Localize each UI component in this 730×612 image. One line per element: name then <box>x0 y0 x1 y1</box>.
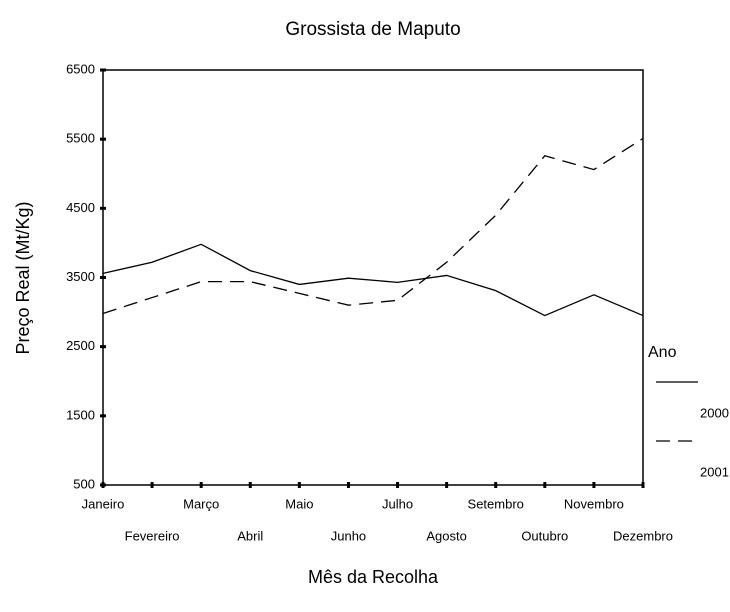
y-tick-label: 4500 <box>66 200 95 215</box>
y-tick-label: 5500 <box>66 131 95 146</box>
legend-title: Ano <box>648 344 677 361</box>
series-line <box>102 243 644 317</box>
x-tick-label: Fevereiro <box>125 528 180 543</box>
x-tick-label: Julho <box>382 496 413 511</box>
x-axis-label: Mês da Recolha <box>308 567 439 587</box>
x-tick-label: Dezembro <box>613 528 673 543</box>
legend-label: 2001 <box>700 464 729 479</box>
x-tick-label: Maio <box>285 496 313 511</box>
y-tick-label: 2500 <box>66 338 95 353</box>
x-tick-label: Março <box>183 496 219 511</box>
x-tick-label: Setembro <box>468 496 524 511</box>
x-tick-label: Outubro <box>521 528 568 543</box>
y-tick-label: 500 <box>73 476 95 491</box>
series-line <box>102 137 644 315</box>
chart-title: Grossista de Maputo <box>285 19 460 40</box>
y-tick-label: 6500 <box>66 61 95 76</box>
plot-frame <box>102 69 644 486</box>
x-tick-label: Novembro <box>564 496 624 511</box>
y-axis-label: Preço Real (Mt/Kg) <box>13 201 33 354</box>
y-tick-label: 3500 <box>66 269 95 284</box>
x-tick-label: Junho <box>331 528 366 543</box>
x-tick-label: Janeiro <box>82 496 125 511</box>
legend-label: 2000 <box>700 405 729 420</box>
y-tick-label: 1500 <box>66 407 95 422</box>
x-tick-label: Abril <box>237 528 263 543</box>
x-tick-label: Agosto <box>426 528 466 543</box>
